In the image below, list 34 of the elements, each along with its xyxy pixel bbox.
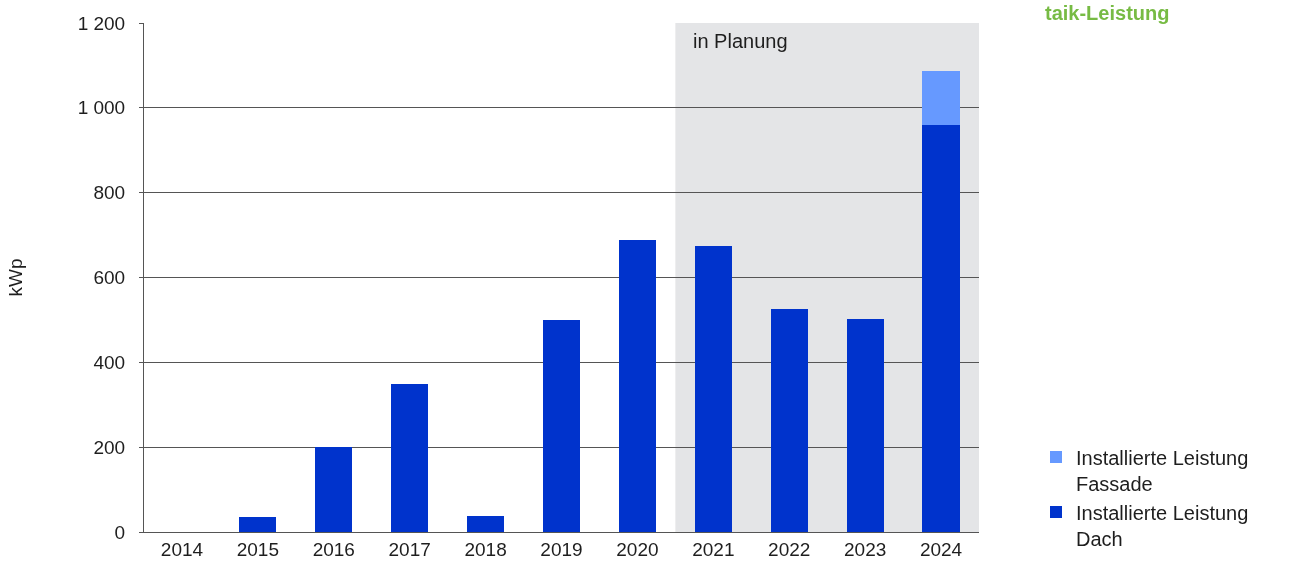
bar [391, 383, 429, 532]
y-tick-label: 200 [93, 436, 126, 458]
x-tick-label: 2019 [540, 538, 583, 560]
bar [770, 309, 808, 532]
text: taik-Leistung [1045, 2, 1170, 24]
x-tick-label: 2023 [844, 538, 887, 560]
legend-label: Installierte Leistung Fassade [1076, 446, 1249, 495]
x-tick-label: 2022 [768, 538, 811, 560]
y-tick-label: 600 [93, 267, 126, 289]
bar [922, 70, 960, 125]
x-tick-label: 2015 [236, 538, 279, 560]
x-tick-label: 2020 [616, 538, 659, 560]
x-tick-label: 2024 [919, 538, 963, 560]
x-tick-label: 2014 [160, 538, 204, 560]
bar [315, 447, 353, 532]
legend-label: Installierte Leistung Dach [1076, 501, 1249, 550]
band-label: in Planung [693, 30, 788, 52]
bar [239, 516, 277, 532]
x-tick-label: 2017 [388, 538, 431, 560]
y-tick-label: 0 [114, 521, 126, 543]
bar [466, 515, 505, 532]
y-tick-label: 400 [93, 351, 126, 373]
bar [542, 319, 581, 532]
y-tick-label: 1 200 [77, 12, 126, 34]
bar [694, 245, 732, 532]
bar [846, 319, 884, 532]
bar [618, 239, 657, 532]
x-tick-label: 2021 [692, 538, 735, 560]
y-tick-label: 800 [93, 182, 126, 204]
x-tick-label: 2016 [312, 538, 355, 560]
y-axis-title: kWp [4, 258, 26, 297]
y-tick-label: 1 000 [77, 97, 126, 119]
bar [922, 124, 960, 532]
x-tick-label: 2018 [464, 538, 507, 560]
